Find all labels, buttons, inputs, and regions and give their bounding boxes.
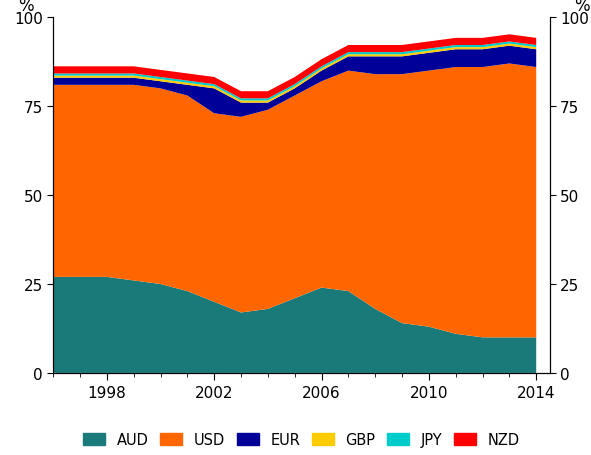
- Legend: AUD, USD, EUR, GBP, JPY, NZD: AUD, USD, EUR, GBP, JPY, NZD: [77, 426, 525, 453]
- Text: %: %: [574, 0, 590, 15]
- Text: %: %: [18, 0, 33, 15]
